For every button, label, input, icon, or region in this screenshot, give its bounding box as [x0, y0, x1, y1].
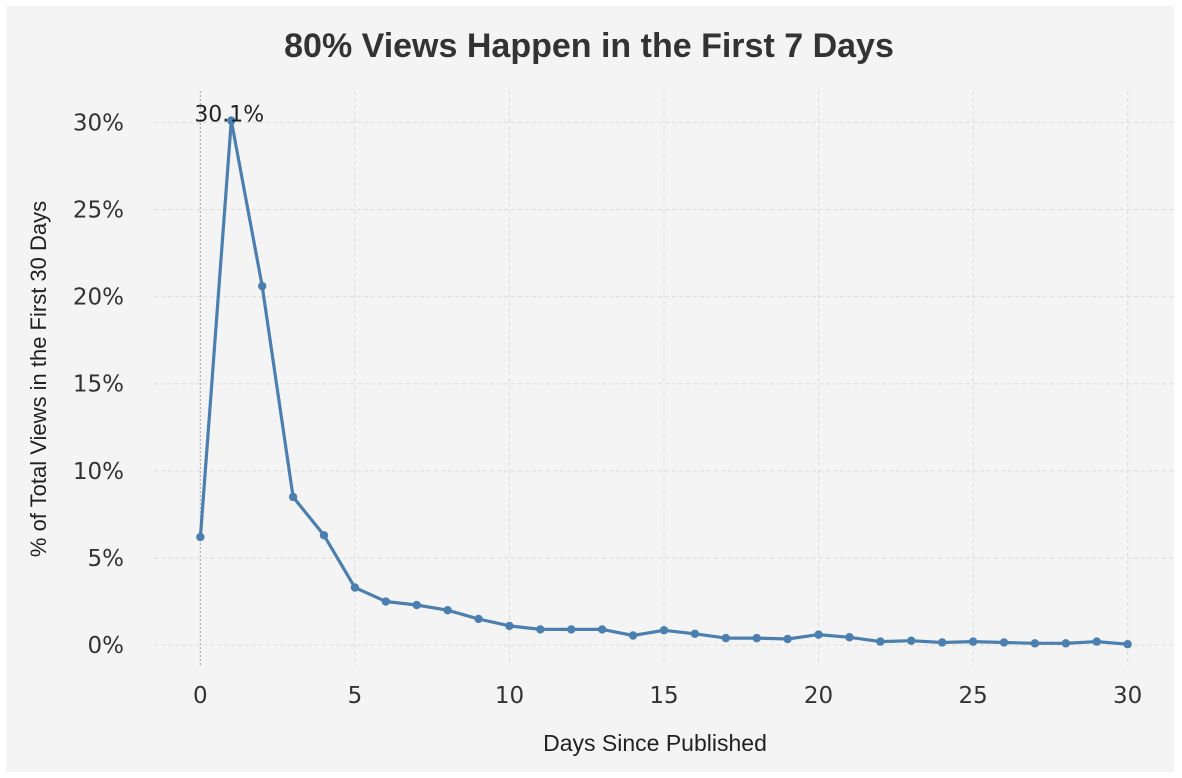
- x-tick-label: 0: [193, 683, 208, 709]
- data-point[interactable]: [937, 638, 947, 647]
- data-point[interactable]: [505, 621, 514, 631]
- data-point[interactable]: [1030, 639, 1040, 648]
- x-tick-label: 20: [804, 683, 833, 709]
- data-point[interactable]: [876, 637, 885, 646]
- data-point[interactable]: [319, 531, 329, 540]
- data-point[interactable]: [412, 600, 421, 610]
- data-point[interactable]: [845, 633, 854, 642]
- data-point[interactable]: [196, 532, 205, 542]
- data-point[interactable]: [567, 625, 576, 634]
- y-tick-label: 25%: [73, 197, 124, 223]
- data-point[interactable]: [907, 636, 916, 645]
- data-point[interactable]: [690, 629, 700, 638]
- data-point[interactable]: [1061, 639, 1071, 648]
- x-axis-title: Days Since Published: [543, 730, 767, 756]
- data-point[interactable]: [752, 633, 761, 643]
- data-point[interactable]: [257, 281, 267, 291]
- x-tick-label: 30: [1113, 683, 1142, 709]
- y-axis-ticks: 0% 5% 10% 15% 20% 25% 30%: [73, 110, 124, 659]
- data-point[interactable]: [350, 583, 360, 592]
- data-point[interactable]: [628, 631, 638, 640]
- data-point[interactable]: [474, 614, 483, 624]
- y-tick-label: 30%: [73, 110, 124, 136]
- x-tick-label: 10: [495, 683, 524, 709]
- data-point[interactable]: [227, 116, 236, 125]
- y-tick-label: 10%: [73, 459, 124, 485]
- data-point[interactable]: [597, 625, 607, 634]
- data-point[interactable]: [288, 492, 298, 502]
- y-axis-title: % of Total Views in the First 30 Days: [26, 201, 51, 557]
- y-tick-label: 15%: [73, 372, 124, 398]
- data-point[interactable]: [381, 597, 391, 606]
- data-labels: 30.1%: [194, 103, 264, 128]
- data-point[interactable]: [1092, 637, 1101, 646]
- y-tick-label: 20%: [73, 285, 124, 311]
- chart-title: 80% Views Happen in the First 7 Days: [284, 27, 894, 65]
- data-point[interactable]: [783, 634, 792, 644]
- x-axis-ticks: 0 5 10 15 20 25 30: [193, 683, 1142, 709]
- x-tick-label: 5: [348, 683, 363, 709]
- data-point[interactable]: [999, 638, 1009, 647]
- chart-frame: 80% Views Happen in the First 7 Days 0% 5…: [6, 6, 1174, 772]
- x-tick-label: 25: [958, 683, 987, 709]
- data-point[interactable]: [968, 637, 978, 646]
- peak-data-label: 30.1%: [194, 103, 264, 128]
- data-point[interactable]: [659, 626, 669, 635]
- y-tick-label: 0%: [88, 633, 125, 659]
- line-chart: 80% Views Happen in the First 7 Days 0% 5…: [26, 27, 1174, 756]
- data-point[interactable]: [536, 625, 545, 634]
- grid-lines: [154, 91, 1174, 666]
- x-tick-label: 15: [649, 683, 678, 709]
- y-tick-label: 5%: [88, 546, 125, 572]
- data-point[interactable]: [814, 630, 823, 639]
- data-point[interactable]: [443, 606, 452, 615]
- data-point[interactable]: [721, 633, 731, 643]
- series-points: [196, 116, 1132, 649]
- data-point[interactable]: [1123, 640, 1132, 649]
